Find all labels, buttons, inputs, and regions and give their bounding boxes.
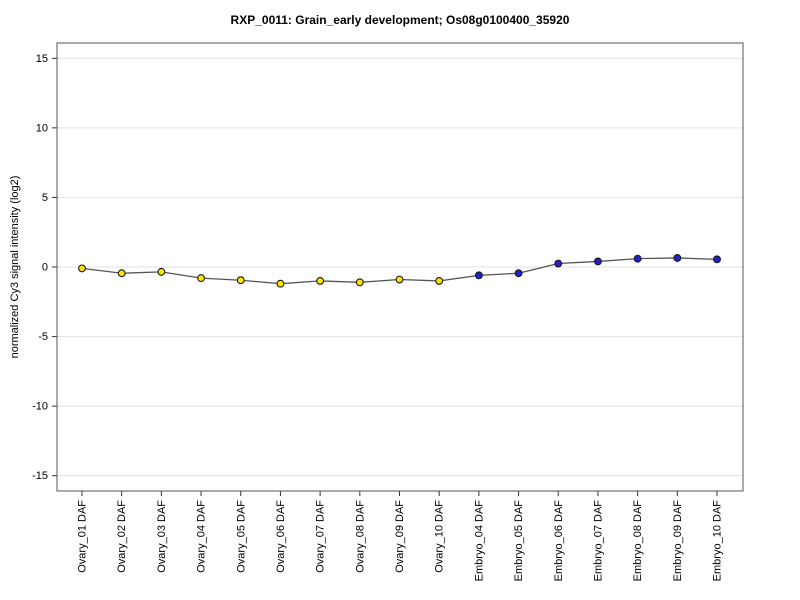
x-tick-label: Ovary_05 DAF <box>235 500 247 573</box>
data-point-embryo <box>633 254 642 263</box>
y-tick-label: -10 <box>32 401 48 413</box>
data-point-ovary <box>157 267 166 276</box>
x-tick-label: Embryo_04 DAF <box>473 500 485 582</box>
y-tick-label: 10 <box>36 122 48 134</box>
x-tick-label: Ovary_03 DAF <box>156 500 168 573</box>
data-point-ovary <box>78 264 86 273</box>
x-tick-label: Ovary_04 DAF <box>196 500 208 573</box>
data-point-embryo <box>673 254 682 262</box>
x-tick-label: Embryo_06 DAF <box>553 500 565 582</box>
plot-frame <box>56 42 744 492</box>
data-point-ovary <box>236 276 245 285</box>
y-tick-label: -15 <box>32 470 48 482</box>
data-point-ovary <box>117 269 126 278</box>
x-tick-label: Ovary_09 DAF <box>394 500 406 573</box>
data-point-ovary <box>355 278 364 287</box>
data-point-ovary <box>197 274 206 283</box>
chart-title: RXP_0011: Grain_early development; Os08g… <box>230 13 570 27</box>
data-point-embryo <box>554 259 563 268</box>
x-tick-label: Ovary_06 DAF <box>275 500 287 573</box>
x-tick-label: Ovary_10 DAF <box>434 500 446 573</box>
x-tick-label: Embryo_09 DAF <box>672 500 684 582</box>
x-tick-label: Ovary_07 DAF <box>315 500 327 573</box>
y-tick-label: 0 <box>42 262 48 274</box>
data-point-embryo <box>514 269 523 278</box>
x-tick-label: Ovary_01 DAF <box>77 500 89 573</box>
y-tick-label: 5 <box>42 192 48 204</box>
data-point-ovary <box>316 276 325 285</box>
y-tick-label: -5 <box>38 331 48 343</box>
data-point-embryo <box>713 255 721 264</box>
x-tick-label: Ovary_08 DAF <box>354 500 366 573</box>
data-point-embryo <box>593 257 602 266</box>
x-tick-label: Embryo_10 DAF <box>712 500 724 582</box>
x-tick-label: Ovary_02 DAF <box>116 500 128 573</box>
x-tick-label: Embryo_08 DAF <box>632 500 644 582</box>
y-tick-label: 15 <box>36 53 48 65</box>
x-tick-label: Embryo_05 DAF <box>513 500 525 582</box>
data-point-ovary <box>276 279 285 288</box>
x-tick-label: Embryo_07 DAF <box>592 500 604 582</box>
data-point-ovary <box>395 275 404 284</box>
data-point-embryo <box>474 271 483 280</box>
data-point-ovary <box>435 276 444 285</box>
